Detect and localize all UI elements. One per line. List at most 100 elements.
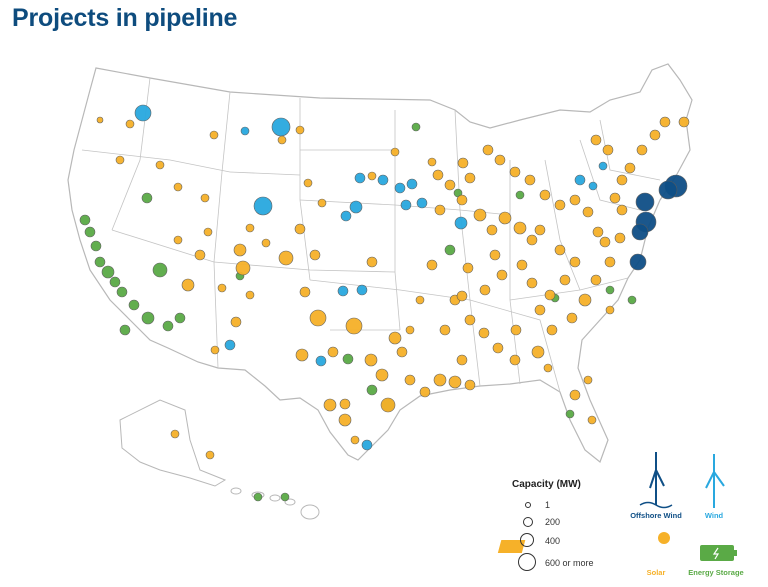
solar-project-marker [609,192,621,204]
solar-project-marker [230,316,242,328]
solar-project-marker [478,327,490,339]
page-title: Projects in pipeline [12,4,238,32]
solar-project-marker [439,324,451,336]
solar-project-marker [649,129,661,141]
solar-project-marker [200,193,210,203]
solar-project-marker [599,236,611,248]
solar-project-marker [170,429,180,439]
alaska-outline [119,399,227,487]
solar-project-marker [380,397,396,413]
storage-project-marker [116,286,128,298]
solar-project-marker [486,224,498,236]
solar-project-marker [456,354,468,366]
solar-project-marker [367,171,377,181]
storage-project-marker [253,492,263,502]
storage-project-marker [94,256,106,268]
solar-project-marker [217,283,227,293]
state-borders [81,77,661,393]
offshore-wind-project-marker [629,253,647,271]
solar-project-marker [209,130,219,140]
solar-project-marker [115,155,125,165]
solar-project-marker [616,174,628,186]
capacity-label-600: 600 or more [545,558,594,568]
solar-project-marker [590,274,602,286]
solar-project-marker [489,249,501,261]
wind-project-marker [240,126,250,136]
hawaii-islands [230,487,320,520]
solar-project-marker [415,295,425,305]
solar-project-marker [554,199,566,211]
solar-project-marker [456,194,468,206]
solar-project-marker [426,259,438,271]
energy-storage-label: Energy Storage [688,568,744,577]
solar-project-marker [464,314,476,326]
solar-project-marker [235,260,251,276]
solar-project-marker [233,243,247,257]
solar-project-marker [546,324,558,336]
wind-project-marker [349,200,363,214]
solar-project-marker [602,144,614,156]
storage-project-marker [366,384,378,396]
solar-project-marker [492,342,504,354]
solar-project-marker [444,179,456,191]
wind-project-marker [416,197,428,209]
wind-turbine-icon [705,454,725,508]
offshore-wind-project-marker [635,192,655,212]
solar-project-marker [181,278,195,292]
wind-project-marker [253,196,273,216]
storage-project-marker [90,240,102,252]
storage-project-marker [565,409,575,419]
capacity-ring-1 [525,502,531,508]
solar-project-marker [245,290,255,300]
solar-project-marker [404,374,416,386]
solar-project-marker [624,162,636,174]
solar-project-marker [317,198,327,208]
solar-project-marker [516,259,528,271]
solar-project-marker [173,235,183,245]
solar-project-marker [277,135,287,145]
capacity-label-400: 400 [545,536,561,546]
solar-project-marker [569,194,581,206]
solar-project-marker [510,324,522,336]
wind-project-marker [588,181,598,191]
project-markers [79,104,690,502]
capacity-label-1: 1 [545,500,551,510]
solar-project-marker [345,317,363,335]
solar-project-marker [464,379,476,391]
solar-project-marker [278,250,294,266]
solar-project-marker [456,290,468,302]
solar-project-marker [659,116,671,128]
solar-project-marker [205,450,215,460]
solar-project-marker [432,169,444,181]
legend-icons [497,452,737,561]
solar-project-marker [636,144,648,156]
solar-project-marker [448,375,462,389]
storage-project-marker [342,353,354,365]
storage-project-marker [174,312,186,324]
solar-project-marker [543,363,553,373]
capacity-label-200: 200 [545,517,561,527]
solar-project-marker [327,346,339,358]
solar-project-marker [566,312,578,324]
solar-project-marker [534,224,546,236]
solar-project-marker [583,375,593,385]
capacity-ring-600 [518,553,536,571]
solar-project-marker [338,413,352,427]
solar-project-marker [524,174,536,186]
solar-project-marker [295,125,305,135]
solar-project-marker [173,182,183,192]
solar-project-marker [434,204,446,216]
solar-project-marker [194,249,206,261]
solar-project-marker [509,166,521,178]
wind-project-marker [361,439,373,451]
solar-project-marker [544,289,556,301]
wind-project-marker [271,117,291,137]
wind-label: Wind [704,511,724,520]
wind-project-marker [354,172,366,184]
storage-project-marker [128,299,140,311]
solar-project-marker [350,435,360,445]
solar-project-marker [569,389,581,401]
solar-project-marker [479,284,491,296]
solar-project-marker [554,244,566,256]
